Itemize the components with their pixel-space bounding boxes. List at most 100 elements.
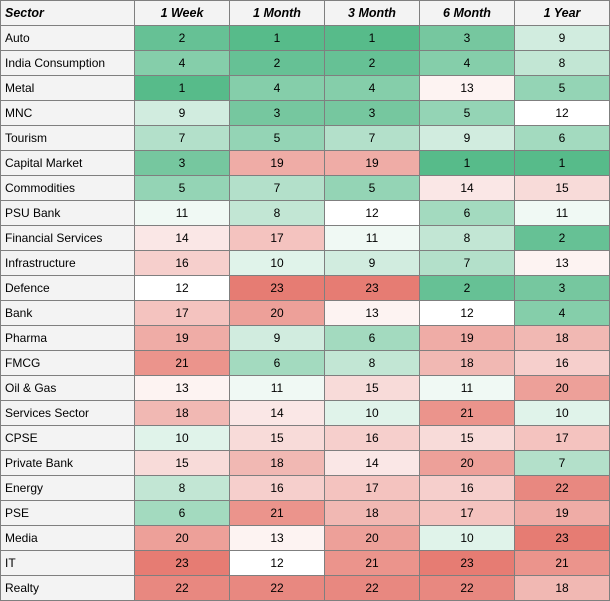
rank-cell: 3 bbox=[324, 100, 420, 126]
sector-label: Metal bbox=[0, 75, 135, 101]
rank-cell: 16 bbox=[229, 475, 325, 501]
rank-cell: 7 bbox=[324, 125, 420, 151]
sector-label: Defence bbox=[0, 275, 135, 301]
rank-cell: 18 bbox=[134, 400, 230, 426]
rank-cell: 15 bbox=[324, 375, 420, 401]
rank-cell: 18 bbox=[514, 325, 610, 351]
rank-cell: 23 bbox=[229, 275, 325, 301]
rank-cell: 10 bbox=[514, 400, 610, 426]
table-row: Defence 12 23 23 2 3 bbox=[0, 275, 610, 301]
rank-cell: 10 bbox=[324, 400, 420, 426]
rank-cell: 6 bbox=[229, 350, 325, 376]
rank-cell: 16 bbox=[324, 425, 420, 451]
rank-cell: 8 bbox=[324, 350, 420, 376]
rank-cell: 13 bbox=[229, 525, 325, 551]
rank-cell: 21 bbox=[419, 400, 515, 426]
rank-cell: 3 bbox=[134, 150, 230, 176]
rank-cell: 14 bbox=[324, 450, 420, 476]
sector-label: Oil & Gas bbox=[0, 375, 135, 401]
rank-cell: 1 bbox=[134, 75, 230, 101]
rank-cell: 10 bbox=[229, 250, 325, 276]
sector-label: Realty bbox=[0, 575, 135, 601]
rank-cell: 11 bbox=[514, 200, 610, 226]
rank-cell: 23 bbox=[419, 550, 515, 576]
rank-cell: 12 bbox=[229, 550, 325, 576]
rank-cell: 17 bbox=[229, 225, 325, 251]
rank-cell: 20 bbox=[514, 375, 610, 401]
table-row: Oil & Gas 13 11 15 11 20 bbox=[0, 375, 610, 401]
rank-cell: 17 bbox=[134, 300, 230, 326]
rank-cell: 1 bbox=[514, 150, 610, 176]
rank-cell: 12 bbox=[324, 200, 420, 226]
rank-cell: 4 bbox=[419, 50, 515, 76]
rank-cell: 12 bbox=[134, 275, 230, 301]
sector-label: Infrastructure bbox=[0, 250, 135, 276]
rank-cell: 17 bbox=[514, 425, 610, 451]
column-header: 1 Month bbox=[229, 0, 325, 26]
sector-label: Tourism bbox=[0, 125, 135, 151]
rank-cell: 8 bbox=[419, 225, 515, 251]
rank-cell: 2 bbox=[514, 225, 610, 251]
rank-cell: 21 bbox=[514, 550, 610, 576]
rank-cell: 2 bbox=[419, 275, 515, 301]
sector-label: MNC bbox=[0, 100, 135, 126]
table-row: IT 23 12 21 23 21 bbox=[0, 550, 610, 576]
rank-cell: 18 bbox=[419, 350, 515, 376]
rank-cell: 19 bbox=[229, 150, 325, 176]
rank-cell: 18 bbox=[324, 500, 420, 526]
rank-cell: 2 bbox=[134, 25, 230, 51]
rank-cell: 9 bbox=[514, 25, 610, 51]
rank-cell: 7 bbox=[229, 175, 325, 201]
rank-cell: 14 bbox=[229, 400, 325, 426]
sector-label: IT bbox=[0, 550, 135, 576]
sector-label: FMCG bbox=[0, 350, 135, 376]
table-row: Services Sector 18 14 10 21 10 bbox=[0, 400, 610, 426]
header-row: Sector 1 Week 1 Month 3 Month 6 Month 1 … bbox=[0, 0, 610, 26]
rank-cell: 1 bbox=[229, 25, 325, 51]
sector-label: Media bbox=[0, 525, 135, 551]
sector-label: Private Bank bbox=[0, 450, 135, 476]
rank-cell: 20 bbox=[229, 300, 325, 326]
sector-label: Energy bbox=[0, 475, 135, 501]
rank-cell: 21 bbox=[134, 350, 230, 376]
rank-cell: 22 bbox=[419, 575, 515, 601]
rank-cell: 14 bbox=[419, 175, 515, 201]
table-row: PSU Bank 11 8 12 6 11 bbox=[0, 200, 610, 226]
rank-cell: 10 bbox=[134, 425, 230, 451]
rank-cell: 21 bbox=[229, 500, 325, 526]
rank-cell: 8 bbox=[134, 475, 230, 501]
rank-cell: 1 bbox=[419, 150, 515, 176]
column-header: 3 Month bbox=[324, 0, 420, 26]
sector-label: India Consumption bbox=[0, 50, 135, 76]
sector-label: Pharma bbox=[0, 325, 135, 351]
table-row: Energy 8 16 17 16 22 bbox=[0, 475, 610, 501]
rank-cell: 4 bbox=[134, 50, 230, 76]
rank-cell: 9 bbox=[419, 125, 515, 151]
table-row: Infrastructure 16 10 9 7 13 bbox=[0, 250, 610, 276]
table-row: Private Bank 15 18 14 20 7 bbox=[0, 450, 610, 476]
sector-label: Commodities bbox=[0, 175, 135, 201]
rank-cell: 3 bbox=[514, 275, 610, 301]
rank-cell: 13 bbox=[324, 300, 420, 326]
table-row: Realty 22 22 22 22 18 bbox=[0, 575, 610, 601]
rank-cell: 22 bbox=[229, 575, 325, 601]
table-row: Capital Market 3 19 19 1 1 bbox=[0, 150, 610, 176]
column-header: 6 Month bbox=[419, 0, 515, 26]
rank-cell: 8 bbox=[229, 200, 325, 226]
rank-cell: 11 bbox=[419, 375, 515, 401]
rank-cell: 5 bbox=[229, 125, 325, 151]
rank-cell: 15 bbox=[514, 175, 610, 201]
rank-cell: 16 bbox=[514, 350, 610, 376]
rank-cell: 6 bbox=[419, 200, 515, 226]
rank-cell: 13 bbox=[514, 250, 610, 276]
sector-label: Auto bbox=[0, 25, 135, 51]
rank-cell: 11 bbox=[229, 375, 325, 401]
rank-cell: 23 bbox=[514, 525, 610, 551]
table-row: Tourism 7 5 7 9 6 bbox=[0, 125, 610, 151]
table-row: Metal 1 4 4 13 5 bbox=[0, 75, 610, 101]
rank-cell: 20 bbox=[419, 450, 515, 476]
sector-label: PSU Bank bbox=[0, 200, 135, 226]
table-row: India Consumption 4 2 2 4 8 bbox=[0, 50, 610, 76]
rank-cell: 22 bbox=[134, 575, 230, 601]
rank-cell: 7 bbox=[419, 250, 515, 276]
